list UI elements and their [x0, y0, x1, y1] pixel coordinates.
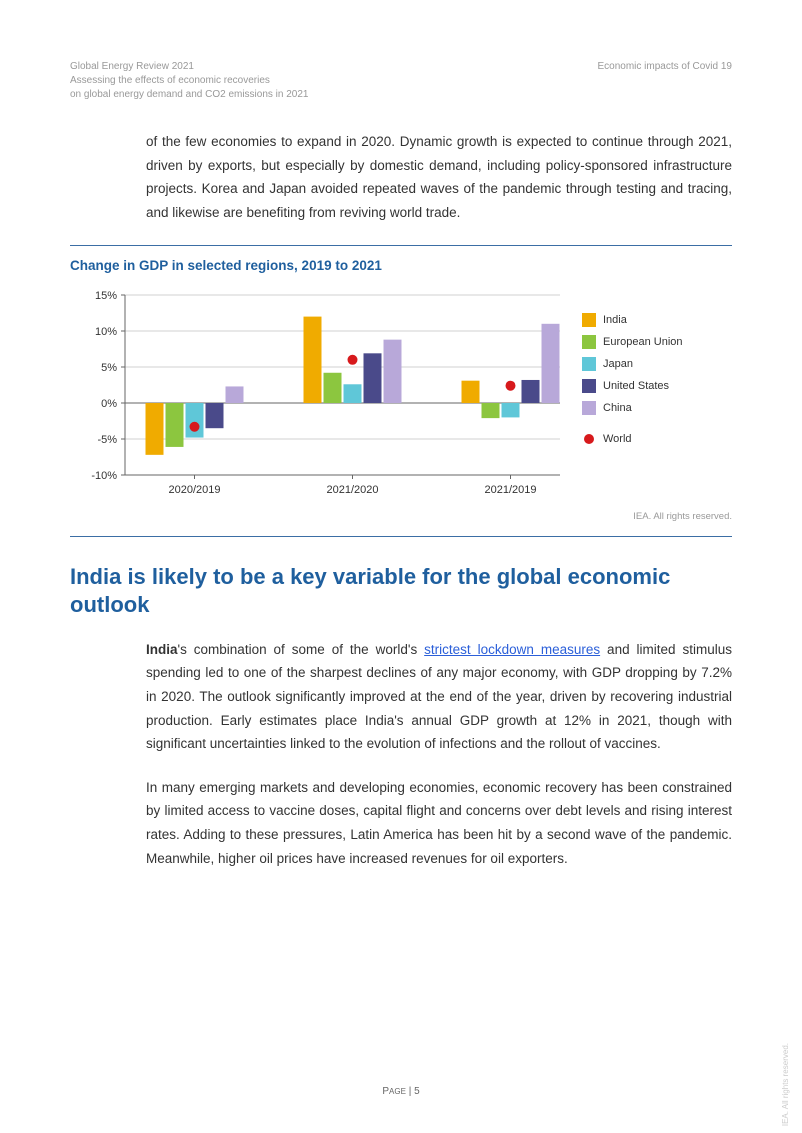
header-sub1: Assessing the effects of economic recove…	[70, 74, 309, 88]
svg-text:-10%: -10%	[91, 470, 117, 482]
legend-label: China	[603, 402, 632, 414]
legend-label: World	[603, 433, 632, 445]
legend-swatch	[582, 379, 596, 393]
legend-item: European Union	[582, 335, 683, 349]
gdp-chart: -10% -5% 0% 5% 10% 15% 2020/2019 2021/2020 2021/…	[70, 285, 570, 505]
chart-section: Change in GDP in selected regions, 2019 …	[70, 245, 732, 537]
legend-swatch	[582, 401, 596, 415]
world-dot	[190, 421, 200, 431]
header-right: Economic impacts of Covid 19	[597, 60, 732, 102]
chart-title: Change in GDP in selected regions, 2019 …	[70, 258, 732, 273]
legend-item-world: World	[582, 433, 683, 445]
legend-dot	[584, 434, 594, 444]
intro-paragraph: of the few economies to expand in 2020. …	[146, 130, 732, 225]
bar	[226, 386, 244, 403]
legend-label: European Union	[603, 336, 683, 348]
legend-label: United States	[603, 380, 669, 392]
page-label: PAGE	[382, 1086, 406, 1097]
bar	[482, 403, 500, 418]
legend-swatch	[582, 313, 596, 327]
india-paragraph-2: In many emerging markets and developing …	[146, 776, 732, 871]
world-dot	[348, 354, 358, 364]
legend-item: India	[582, 313, 683, 327]
section-heading: India is likely to be a key variable for…	[70, 563, 732, 620]
svg-text:0%: 0%	[101, 398, 117, 410]
bar	[522, 379, 540, 402]
legend-label: India	[603, 314, 627, 326]
svg-text:5%: 5%	[101, 362, 117, 374]
india-text-2: and limited stimulus spending led to one…	[146, 642, 732, 752]
page-number: PAGE | 5	[0, 1086, 802, 1097]
page-header: Global Energy Review 2021 Assessing the …	[70, 60, 732, 102]
svg-text:10%: 10%	[95, 326, 117, 338]
india-text-1: 's combination of some of the world's	[178, 642, 425, 657]
india-paragraph-1: India's combination of some of the world…	[146, 638, 732, 756]
legend-item: China	[582, 401, 683, 415]
legend-item: United States	[582, 379, 683, 393]
legend-item: Japan	[582, 357, 683, 371]
svg-text:2021/2020: 2021/2020	[327, 484, 379, 496]
bar	[324, 372, 342, 402]
legend-swatch	[582, 335, 596, 349]
bar	[344, 384, 362, 403]
bar	[384, 339, 402, 402]
bar	[462, 380, 480, 402]
side-copyright: IEA. All rights reserved.	[781, 1043, 790, 1126]
svg-text:2020/2019: 2020/2019	[169, 484, 221, 496]
bar	[206, 403, 224, 428]
bar	[304, 316, 322, 402]
header-title: Global Energy Review 2021	[70, 60, 309, 74]
bar	[542, 323, 560, 402]
svg-text:-5%: -5%	[97, 434, 117, 446]
bar	[186, 403, 204, 438]
bar	[364, 353, 382, 403]
india-bold: India	[146, 642, 178, 657]
svg-text:15%: 15%	[95, 290, 117, 302]
legend-swatch	[582, 357, 596, 371]
svg-text:2021/2019: 2021/2019	[485, 484, 537, 496]
bar	[502, 403, 520, 417]
chart-footer: IEA. All rights reserved.	[70, 511, 732, 522]
chart-legend: India European Union Japan United States Chi…	[582, 313, 683, 453]
lockdown-link[interactable]: strictest lockdown measures	[424, 642, 600, 657]
legend-label: Japan	[603, 358, 633, 370]
bar	[146, 403, 164, 455]
header-sub2: on global energy demand and CO2 emission…	[70, 88, 309, 102]
header-left: Global Energy Review 2021 Assessing the …	[70, 60, 309, 102]
bar	[166, 403, 184, 447]
world-dot	[506, 380, 516, 390]
